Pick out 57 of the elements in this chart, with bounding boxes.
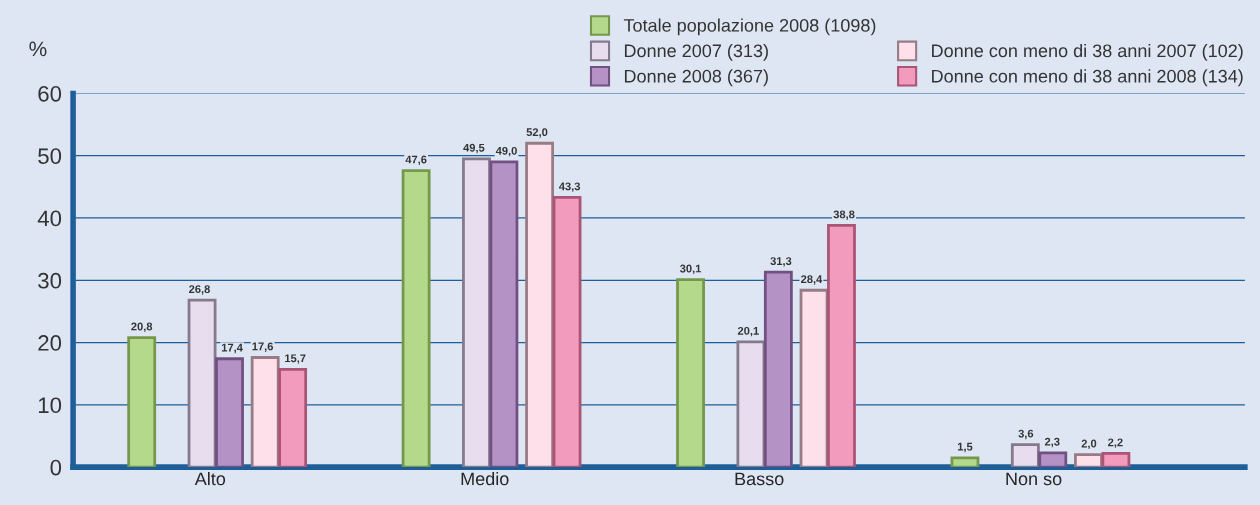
- data-label: 17,6: [252, 342, 274, 352]
- data-label: 1,5: [957, 442, 973, 453]
- bar: [401, 169, 431, 468]
- bar: [827, 224, 856, 468]
- x-tick-label: Alto: [194, 471, 226, 486]
- bar: [187, 298, 217, 468]
- data-label: 20,8: [131, 322, 153, 333]
- data-label: 31,3: [770, 257, 792, 267]
- data-label: 30,1: [679, 264, 702, 275]
- data-label: 20,1: [737, 326, 759, 337]
- x-tick-label: Non so: [1006, 472, 1062, 486]
- bar: [462, 157, 491, 468]
- y-tick-label: 60: [38, 85, 62, 102]
- bar: [1101, 452, 1131, 468]
- data-label: 47,6: [405, 155, 427, 166]
- bar: [799, 288, 829, 468]
- bar: [525, 141, 555, 468]
- data-label: 2,3: [1044, 437, 1060, 448]
- legend-label: Donne con meno di 38 anni 2008 (134): [932, 69, 1243, 87]
- data-label: 3,6: [1018, 429, 1034, 440]
- y-tick-label: 0: [50, 459, 62, 476]
- y-tick-label: 20: [38, 335, 62, 351]
- y-tick-label: 10: [38, 397, 62, 414]
- data-label: 15,7: [285, 354, 306, 364]
- bar: [278, 367, 308, 468]
- x-tick-label: Basso: [735, 472, 784, 486]
- bar: [1074, 453, 1103, 468]
- legend-label: Totale popolazione 2008 (1098): [623, 18, 876, 36]
- legend-label: Donne 2008 (367): [624, 69, 768, 87]
- y-axis-title: %: [29, 41, 47, 57]
- bar: [489, 160, 519, 468]
- data-label: 2,0: [1081, 439, 1097, 450]
- data-label: 38,8: [833, 210, 855, 220]
- bar: [676, 278, 705, 468]
- bar: [763, 270, 793, 468]
- y-tick-label: 50: [38, 148, 62, 164]
- data-label: 2,2: [1108, 438, 1123, 448]
- data-label: 43,3: [558, 182, 581, 192]
- data-label: 49,5: [463, 143, 485, 154]
- y-tick-label: 30: [38, 272, 62, 289]
- data-label: 52,0: [526, 128, 548, 138]
- bar: [552, 196, 582, 468]
- x-tick-label: Medio: [461, 471, 509, 486]
- bar: [1010, 443, 1040, 468]
- data-label: 28,4: [801, 275, 823, 285]
- y-tick-label: 40: [37, 210, 62, 227]
- legend-label: Donne 2007 (313): [624, 43, 768, 61]
- legend-label: Donne con meno di 38 anni 2007 (102): [932, 43, 1243, 61]
- data-label: 26,8: [189, 285, 210, 295]
- bar: [950, 456, 980, 468]
- bar: [736, 340, 766, 468]
- data-label: 17,4: [221, 343, 243, 354]
- data-label: 49,0: [495, 146, 517, 157]
- bar: [215, 357, 244, 468]
- bar: [250, 356, 280, 468]
- bar: [1038, 451, 1068, 468]
- bar: [127, 336, 157, 468]
